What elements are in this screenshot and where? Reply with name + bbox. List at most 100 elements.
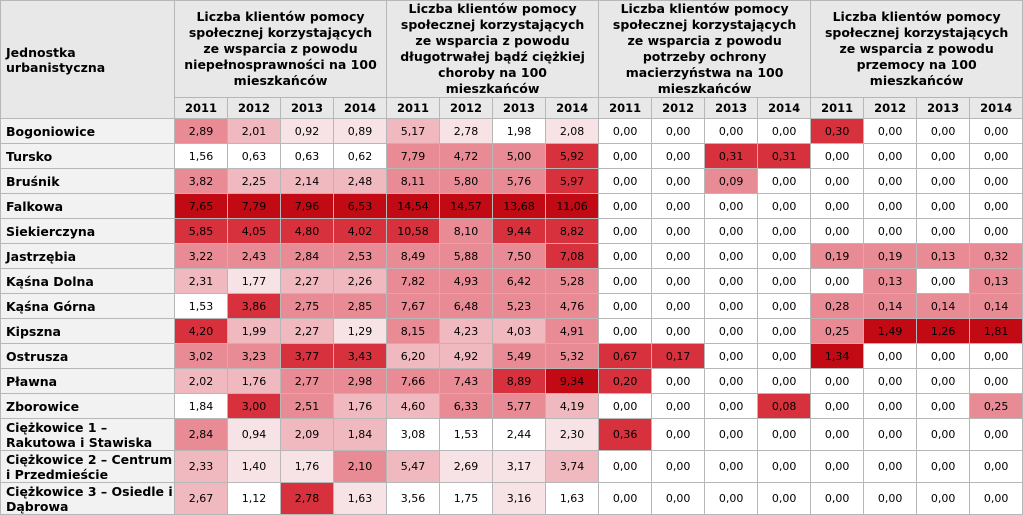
- value-cell: 1,40: [227, 450, 281, 483]
- year-header: 2012: [651, 97, 706, 119]
- value-cell: 11,06: [545, 193, 600, 219]
- value-cell: 0,00: [757, 418, 812, 451]
- value-cell: 3,82: [174, 168, 228, 194]
- value-cell: 0,00: [969, 168, 1023, 194]
- value-cell: 2,27: [280, 318, 334, 344]
- year-header: 2013: [280, 97, 334, 119]
- value-cell: 0,00: [704, 368, 759, 394]
- value-cell: 2,44: [492, 418, 547, 451]
- row-label: Kąśna Dolna: [0, 268, 175, 294]
- value-cell: 7,50: [492, 243, 547, 269]
- value-cell: 0,00: [810, 193, 865, 219]
- value-cell: 0,00: [651, 482, 706, 515]
- value-cell: 0,00: [969, 143, 1023, 169]
- value-cell: 5,88: [439, 243, 494, 269]
- value-cell: 8,10: [439, 218, 494, 244]
- value-cell: 0,00: [704, 243, 759, 269]
- value-cell: 0,00: [651, 218, 706, 244]
- value-cell: 7,79: [386, 143, 441, 169]
- value-cell: 5,17: [386, 118, 441, 144]
- row-label: Falkowa: [0, 193, 175, 219]
- value-cell: 1,99: [227, 318, 281, 344]
- table-row: Ciężkowice 3 – Osiedle i Dąbrowa 2,67 1,12…: [0, 482, 1023, 515]
- value-cell: 0,00: [651, 118, 706, 144]
- value-cell: 0,08: [757, 393, 812, 419]
- value-cell: 2,25: [227, 168, 281, 194]
- value-cell: 2,10: [332, 450, 388, 483]
- row-label: Bogoniowice: [0, 118, 175, 144]
- value-cell: 0,00: [704, 293, 759, 319]
- value-cell: 0,00: [757, 268, 812, 294]
- value-cell: 0,25: [969, 393, 1023, 419]
- value-cell: 0,94: [227, 418, 281, 451]
- value-cell: 2,33: [174, 450, 228, 483]
- value-cell: 2,75: [280, 293, 334, 319]
- value-cell: 2,89: [174, 118, 228, 144]
- value-cell: 0,89: [332, 118, 388, 144]
- row-label: Kąśna Górna: [0, 293, 175, 319]
- value-cell: 9,34: [545, 368, 600, 394]
- value-cell: 0,00: [598, 393, 653, 419]
- value-cell: 2,78: [439, 118, 494, 144]
- value-cell: 0,00: [651, 143, 706, 169]
- value-cell: 0,00: [863, 343, 918, 369]
- value-cell: 0,00: [757, 168, 812, 194]
- value-cell: 2,51: [280, 393, 334, 419]
- value-cell: 0,00: [916, 218, 971, 244]
- table-row: Tursko 1,56 0,63 0,63 0,62 7,79 4,72 5,00 5,92 0,…: [0, 143, 1023, 169]
- table-row: Siekierczyna 5,85 4,05 4,80 4,02 10,58 8,10 9,4…: [0, 218, 1023, 244]
- year-header: 2011: [810, 97, 865, 119]
- table-row: Falkowa 7,65 7,79 7,96 6,53 14,54 14,57 13,68 11…: [0, 193, 1023, 219]
- value-cell: 0,00: [704, 482, 759, 515]
- value-cell: 2,69: [439, 450, 494, 483]
- year-header: 2013: [492, 97, 547, 119]
- value-cell: 0,62: [332, 143, 388, 169]
- value-cell: 5,28: [545, 268, 600, 294]
- year-header: 2012: [227, 97, 281, 119]
- value-cell: 0,00: [916, 450, 971, 483]
- value-cell: 0,67: [598, 343, 653, 369]
- value-cell: 0,00: [757, 118, 812, 144]
- value-cell: 6,20: [386, 343, 441, 369]
- value-cell: 0,13: [969, 268, 1023, 294]
- value-cell: 6,53: [332, 193, 388, 219]
- value-cell: 0,00: [651, 368, 706, 394]
- row-label: Bruśnik: [0, 168, 175, 194]
- value-cell: 0,20: [598, 368, 653, 394]
- value-cell: 7,82: [386, 268, 441, 294]
- value-cell: 0,00: [916, 482, 971, 515]
- value-cell: 6,42: [492, 268, 547, 294]
- value-cell: 0,00: [598, 143, 653, 169]
- value-cell: 1,84: [332, 418, 388, 451]
- value-cell: 7,43: [439, 368, 494, 394]
- value-cell: 9,44: [492, 218, 547, 244]
- value-cell: 0,00: [810, 418, 865, 451]
- value-cell: 1,76: [332, 393, 388, 419]
- value-cell: 0,17: [651, 343, 706, 369]
- value-cell: 0,00: [598, 193, 653, 219]
- value-cell: 0,00: [651, 393, 706, 419]
- value-cell: 0,00: [810, 368, 865, 394]
- value-cell: 0,00: [704, 193, 759, 219]
- value-cell: 7,65: [174, 193, 228, 219]
- row-label: Ciężkowice 1 – Rakutowa i Stawiska: [0, 418, 175, 451]
- value-cell: 0,00: [651, 450, 706, 483]
- value-cell: 0,00: [757, 343, 812, 369]
- row-label: Kipszna: [0, 318, 175, 344]
- value-cell: 0,00: [969, 368, 1023, 394]
- value-cell: 0,00: [863, 143, 918, 169]
- value-cell: 4,23: [439, 318, 494, 344]
- value-cell: 2,31: [174, 268, 228, 294]
- value-cell: 1,76: [280, 450, 334, 483]
- value-cell: 0,28: [810, 293, 865, 319]
- value-cell: 2,98: [332, 368, 388, 394]
- value-cell: 14,57: [439, 193, 494, 219]
- value-cell: 0,00: [863, 193, 918, 219]
- value-cell: 4,05: [227, 218, 281, 244]
- value-cell: 0,00: [757, 218, 812, 244]
- value-cell: 2,02: [174, 368, 228, 394]
- value-cell: 0,00: [598, 268, 653, 294]
- value-cell: 0,00: [810, 218, 865, 244]
- value-cell: 0,00: [916, 143, 971, 169]
- value-cell: 1,53: [174, 293, 228, 319]
